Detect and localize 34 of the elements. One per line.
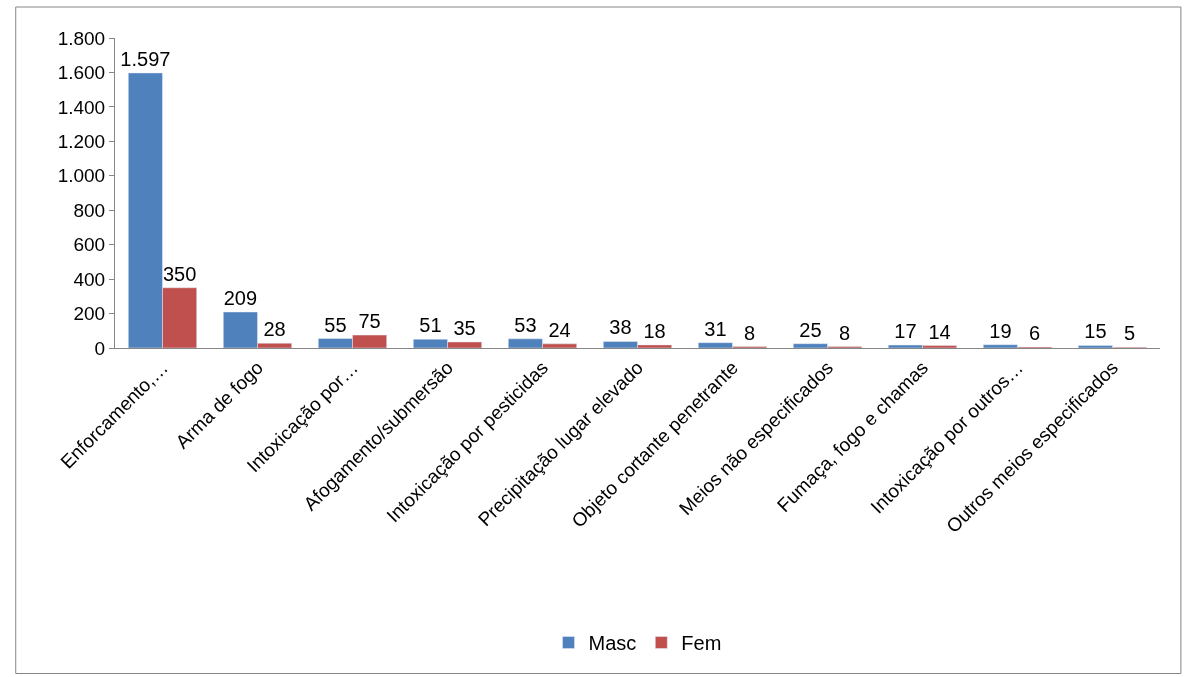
data-label: 8 <box>744 321 756 344</box>
y-tick-label: 1.200 <box>57 130 106 152</box>
y-tick-label: 600 <box>73 234 106 256</box>
data-label: 28 <box>263 318 286 341</box>
data-label: 350 <box>162 262 197 285</box>
data-label: 6 <box>1029 321 1041 344</box>
data-label: 25 <box>799 318 822 341</box>
data-label: 18 <box>643 319 666 342</box>
data-label: 17 <box>894 320 917 343</box>
y-tick-label: 1.600 <box>57 62 106 84</box>
y-tick-label: 0 <box>94 337 106 359</box>
data-label: 19 <box>989 319 1012 342</box>
legend-label: Fem <box>681 632 722 655</box>
data-label: 209 <box>223 287 258 310</box>
data-label: 24 <box>548 318 571 341</box>
y-tick-label: 400 <box>73 268 106 290</box>
y-tick-label: 1.800 <box>57 27 106 49</box>
data-label: 53 <box>514 313 537 336</box>
data-label: 15 <box>1084 320 1107 343</box>
y-tick-label: 1.000 <box>57 165 106 187</box>
y-tick-label: 1.400 <box>57 96 106 118</box>
data-label: 35 <box>453 316 476 339</box>
data-label: 1.597 <box>120 47 171 70</box>
y-tick-label: 800 <box>73 199 106 221</box>
data-label: 51 <box>419 314 442 337</box>
y-tick-label: 200 <box>73 303 106 325</box>
data-label: 8 <box>839 321 851 344</box>
data-label: 55 <box>324 313 347 336</box>
data-label: 5 <box>1124 322 1136 345</box>
data-label: 38 <box>609 316 632 339</box>
legend-label: Masc <box>588 632 637 655</box>
data-label: 31 <box>704 317 727 340</box>
data-label: 14 <box>928 320 951 343</box>
data-label: 75 <box>358 310 381 333</box>
